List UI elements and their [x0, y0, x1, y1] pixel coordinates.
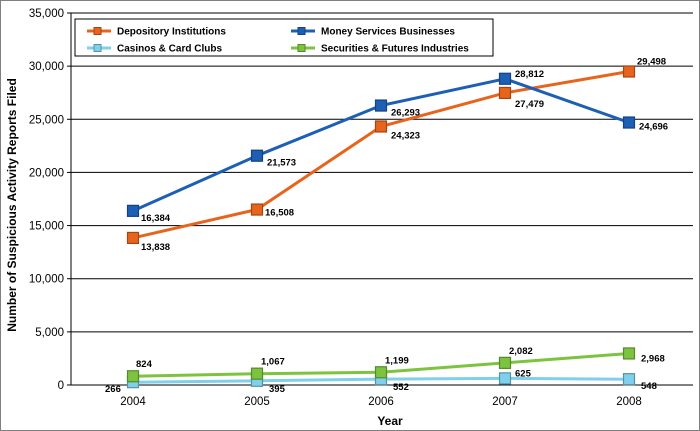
data-point-marker: [498, 86, 512, 100]
legend-box: [74, 18, 494, 57]
data-point-marker: [250, 149, 264, 162]
y-tick-label: 25,000: [29, 114, 64, 126]
data-labels: 266 395 552 625 548 824 1,067 1,199 2,082 2,968 13…: [105, 56, 668, 395]
x-tick-label: 2005: [244, 396, 270, 408]
data-label: 24,323: [391, 130, 420, 141]
data-label: 548: [641, 381, 657, 392]
data-point-marker: [126, 231, 140, 245]
data-point-marker: [126, 204, 140, 217]
y-tick-label: 15,000: [29, 221, 64, 233]
data-label: 1,199: [385, 355, 409, 366]
data-label: 24,696: [639, 122, 668, 133]
data-label: 1,067: [261, 357, 285, 368]
x-tick-label: 2008: [616, 396, 642, 408]
data-label: 21,573: [267, 158, 296, 169]
y-tick-label: 35,000: [29, 8, 64, 20]
y-tick-label: 20,000: [29, 167, 64, 179]
data-label: 16,384: [141, 213, 171, 224]
x-tick-label: 2006: [368, 396, 394, 408]
data-label: 625: [515, 368, 532, 379]
data-label: 26,293: [391, 108, 420, 119]
data-point-marker: [126, 370, 140, 383]
y-tick-label: 5,000: [35, 327, 64, 339]
series-line: [132, 77, 630, 213]
data-label: 16,508: [265, 208, 294, 219]
x-axis-title: Year: [377, 414, 403, 428]
legend: Depository Institutions Money Services Bu…: [74, 18, 494, 57]
axes: 0 5,000 10,000 15,000 20,000 25,000 30,000 35,0…: [29, 8, 693, 408]
data-point-marker: [498, 356, 512, 369]
legend-swatch-marker: [93, 27, 102, 35]
data-point-marker: [622, 347, 636, 360]
legend-swatch-marker: [93, 44, 102, 52]
data-label: 266: [105, 384, 121, 395]
legend-label: Securities & Futures Industries: [321, 44, 469, 55]
legend-swatch-marker: [297, 27, 306, 35]
gridlines: [71, 12, 693, 333]
data-point-marker: [498, 72, 512, 85]
data-point-marker: [622, 373, 636, 386]
data-point-marker: [498, 372, 512, 385]
data-point-marker: [250, 203, 264, 216]
y-tick-label: 0: [58, 380, 64, 392]
data-label: 824: [136, 359, 153, 370]
data-point-marker: [374, 99, 388, 112]
y-tick-label: 10,000: [29, 274, 64, 286]
data-point-marker: [374, 366, 388, 379]
x-tick-label: 2004: [120, 396, 146, 408]
data-label: 552: [393, 382, 409, 393]
data-label: 27,479: [515, 99, 544, 110]
legend-label: Depository Institutions: [117, 27, 226, 38]
data-label: 13,838: [141, 242, 170, 253]
data-point-marker: [374, 120, 388, 133]
data-point-marker: [622, 116, 636, 129]
y-axis-title: Number of Suspicious Activity Reports Fi…: [5, 78, 19, 332]
data-point-marker: [622, 65, 636, 78]
data-label: 2,968: [641, 353, 665, 364]
data-label: 29,498: [637, 56, 666, 67]
legend-swatch-marker: [297, 44, 306, 52]
data-point-marker: [250, 367, 264, 380]
series-lines: [126, 65, 636, 389]
legend-label: Money Services Businesses: [321, 27, 455, 38]
data-label: 28,812: [515, 69, 544, 80]
data-label: 2,082: [509, 346, 533, 357]
legend-label: Casinos & Card Clubs: [117, 44, 222, 55]
x-tick-label: 2007: [492, 396, 518, 408]
y-tick-label: 30,000: [29, 61, 64, 73]
data-label: 395: [269, 384, 286, 395]
